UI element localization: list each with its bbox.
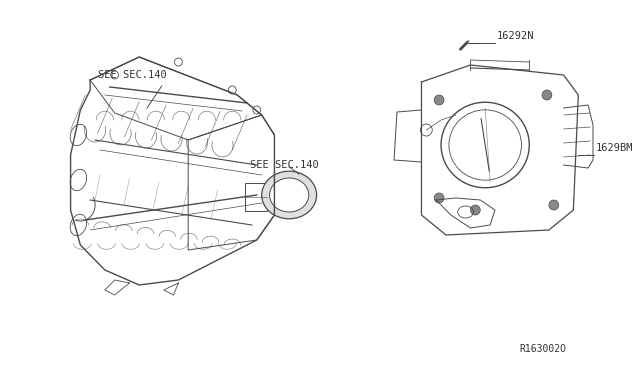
Circle shape [542,90,552,100]
Text: SEE SEC.140: SEE SEC.140 [250,160,319,170]
Circle shape [470,205,480,215]
Circle shape [434,95,444,105]
Text: R163002O: R163002O [520,344,566,354]
Text: SEE SEC.140: SEE SEC.140 [98,70,167,80]
Ellipse shape [262,171,317,219]
Bar [245,183,267,211]
Circle shape [549,200,559,210]
Circle shape [434,193,444,203]
Ellipse shape [269,178,308,212]
Text: 16292N: 16292N [497,31,534,41]
Text: 1629BM: 1629BM [596,143,634,153]
